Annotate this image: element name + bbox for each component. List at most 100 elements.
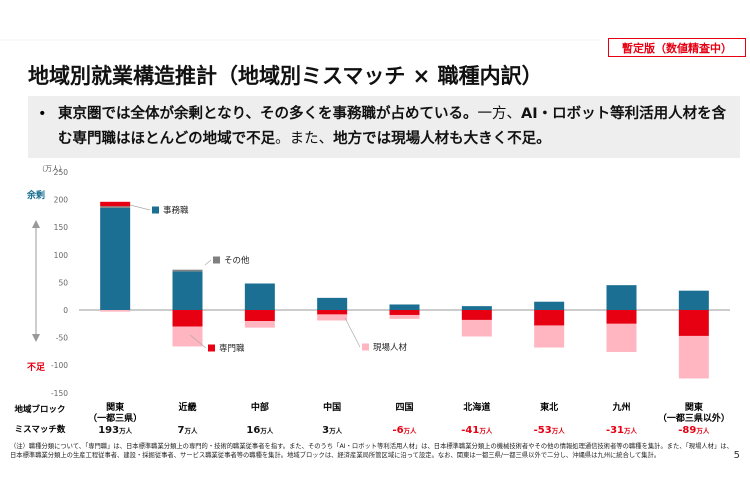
- page-number: 5: [734, 450, 740, 461]
- legend-label: 専門職: [219, 343, 245, 354]
- bar-segment: [389, 310, 420, 315]
- y-tick-label: 50: [58, 278, 68, 287]
- bar-segment: [244, 310, 275, 322]
- mismatch-label: 7万人: [178, 425, 198, 436]
- y-tick-label: 0: [63, 306, 68, 315]
- row-label: 地域ブロック: [14, 404, 65, 415]
- y-unit: （万人）: [38, 165, 66, 173]
- summary-segment: 。また、: [275, 131, 334, 147]
- legend-swatch: [213, 256, 220, 264]
- bar-segment: [100, 206, 131, 208]
- summary-box: [28, 96, 740, 158]
- bar-segment: [606, 310, 637, 324]
- mismatch-unit: 万人: [695, 426, 710, 435]
- bar-segment: [317, 310, 348, 315]
- summary-text: 東京圏では全体が余剰となり、その多くを事務職が占めている。一方、AI・ロボット等…: [58, 102, 728, 152]
- legend-leader: [129, 204, 151, 211]
- mismatch-label: -53万人: [534, 425, 566, 436]
- x-tick-label: 北海道: [463, 403, 491, 413]
- summary-segment: 東京圏では全体が余剰となり、その多くを事務職が占めている。: [58, 106, 478, 122]
- bar-segment: [606, 285, 637, 310]
- bar-segment: [534, 301, 565, 310]
- bar-segment: [461, 310, 492, 320]
- mismatch-label: 3万人: [322, 425, 342, 436]
- x-tick-label: 関東 （一都三県）: [88, 403, 143, 424]
- bar-segment: [534, 310, 565, 326]
- mismatch-unit: 万人: [623, 426, 638, 435]
- bar-segment: [100, 207, 131, 310]
- legend-leader: [189, 334, 207, 349]
- bar-segment: [389, 314, 420, 319]
- legend-swatch: [208, 344, 215, 352]
- mismatch-label: 193万人: [98, 425, 132, 436]
- bullet-dot: •: [38, 106, 47, 122]
- mismatch-unit: 万人: [328, 426, 343, 435]
- status-badge: 暫定版（数値精査中）: [608, 38, 746, 57]
- summary-segment: 地方では現場人材も大きく不足。: [333, 131, 551, 147]
- x-tick-label: 近畿: [178, 403, 197, 413]
- y-tick-label: -100: [51, 361, 68, 370]
- legend-leader: [204, 259, 212, 266]
- y-tick-label: 200: [54, 196, 69, 205]
- shortage-label: 不足: [27, 362, 46, 373]
- bar-segment: [678, 335, 709, 379]
- mismatch-value: 7: [178, 425, 185, 436]
- mismatch-value: 3: [322, 425, 329, 436]
- footnote: 日本標準職業分類上の生産工程従事者、建設・採掘従事者、サービス職業従事者等の職種…: [10, 452, 661, 459]
- bar-segment: [100, 201, 131, 207]
- surplus-label: 余剰: [26, 189, 45, 201]
- y-tick-label: 250: [54, 168, 69, 177]
- mismatch-label: -6万人: [392, 425, 417, 436]
- mismatch-label: -89万人: [678, 425, 710, 436]
- x-tick-label: 四国: [395, 403, 414, 413]
- mismatch-value: -41: [461, 425, 479, 436]
- y-tick-label: 150: [54, 223, 69, 232]
- bar-segment: [317, 314, 348, 321]
- legend-swatch: [362, 343, 369, 351]
- x-tick-label: 関東 （一都三県以外）: [657, 403, 730, 424]
- legend-swatch: [152, 206, 159, 214]
- bar-segment: [172, 271, 203, 310]
- y-tick-label: 100: [54, 251, 69, 260]
- bar-segment: [678, 290, 709, 310]
- mismatch-value: -31: [606, 425, 624, 436]
- mismatch-unit: 万人: [551, 426, 566, 435]
- mismatch-label: 16万人: [246, 425, 273, 436]
- mismatch-unit: 万人: [118, 426, 132, 435]
- bar-segment: [389, 304, 420, 310]
- bar-segment: [244, 321, 275, 328]
- y-tick-label: -50: [56, 334, 68, 343]
- mismatch-value: -53: [534, 425, 552, 436]
- mismatch-unit: 万人: [403, 426, 418, 435]
- mismatch-unit: 万人: [259, 426, 274, 435]
- bar-segment: [172, 326, 203, 347]
- footnote: （注）職種分類について、「専門職」は、日本標準職業分類上の専門的・技術的職業従事…: [10, 443, 733, 450]
- summary-segment: 一方、: [477, 106, 521, 122]
- bar-segment: [534, 325, 565, 348]
- y-tick-label: -150: [51, 389, 68, 398]
- mismatch-label: -31万人: [606, 425, 638, 436]
- summary-segment: AI・ロボット等利活用人材を含む専門職はほとんどの地域で不足: [58, 106, 727, 147]
- mismatch-unit: 万人: [183, 426, 198, 435]
- bar-segment: [317, 297, 348, 310]
- row-label: ミスマッチ数: [15, 424, 66, 435]
- bar-segment: [461, 319, 492, 337]
- mismatch-value: 193: [98, 425, 119, 436]
- bar-segment: [172, 310, 203, 327]
- bar-segment: [172, 269, 203, 272]
- mismatch-label: -41万人: [461, 425, 493, 436]
- x-tick-label: 中部: [250, 403, 269, 413]
- mismatch-value: 16: [246, 425, 260, 436]
- x-tick-label: 中国: [323, 403, 342, 413]
- x-tick-label: 九州: [612, 403, 631, 413]
- legend-label: 事務職: [163, 205, 189, 216]
- bar-segment: [100, 310, 131, 312]
- mismatch-value: -89: [678, 425, 696, 436]
- bar-segment: [606, 323, 637, 352]
- mismatch-value: -6: [392, 425, 403, 436]
- legend-label: その他: [224, 255, 250, 266]
- bar-segment: [244, 283, 275, 310]
- legend-label: 現場人材: [373, 342, 408, 353]
